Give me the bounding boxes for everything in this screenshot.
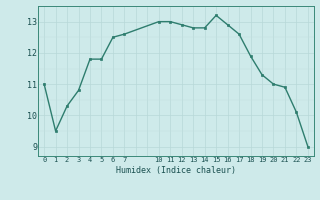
X-axis label: Humidex (Indice chaleur): Humidex (Indice chaleur) [116,166,236,175]
